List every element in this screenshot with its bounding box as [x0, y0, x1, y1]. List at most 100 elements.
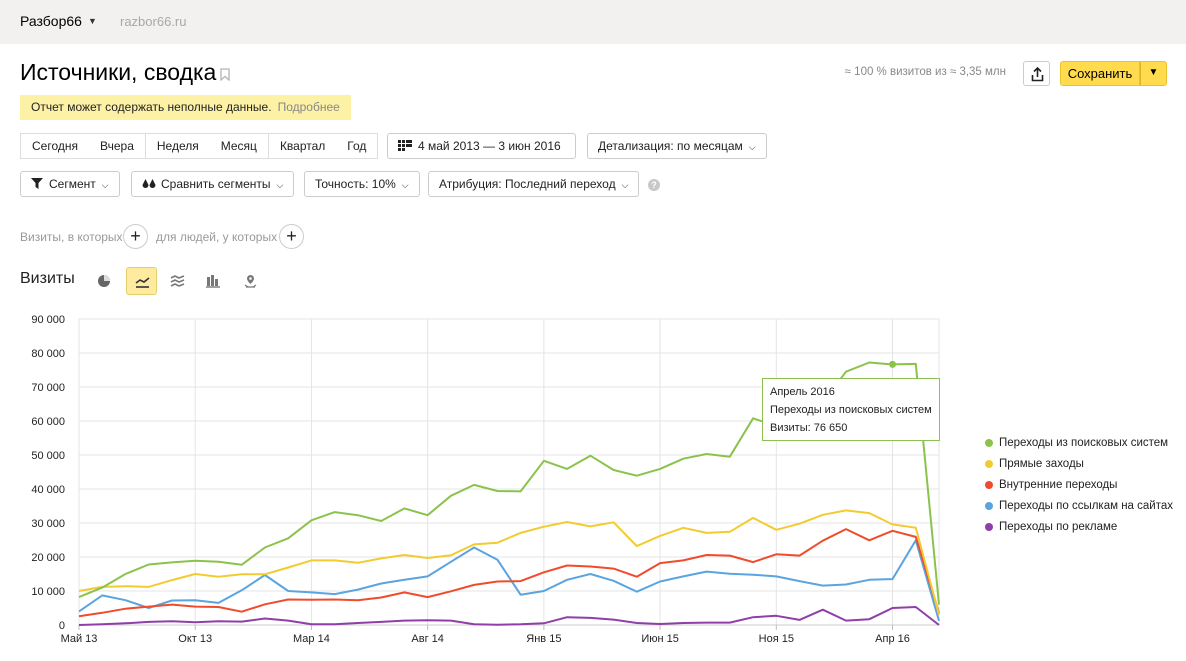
map-view-button[interactable]: [235, 267, 266, 295]
series-line: [78, 528, 940, 618]
chevron-down-icon: ⌵: [276, 180, 284, 190]
y-tick-label: 30 000: [31, 518, 65, 530]
highlight-point: [889, 360, 897, 368]
warning-text: Отчет может содержать неполные данные.: [31, 100, 272, 114]
legend-label: Прямые заходы: [999, 457, 1084, 470]
visits-line-chart[interactable]: 0 10 000 20 000 30 000 40 000 50 000 60 000 70 …: [0, 300, 1186, 661]
add-people-condition-button[interactable]: +: [279, 224, 304, 249]
chevron-down-icon: ▼: [1148, 67, 1159, 78]
legend-item[interactable]: Внутренние переходы: [985, 474, 1173, 495]
export-button[interactable]: [1023, 61, 1050, 86]
series-line: [78, 539, 940, 622]
legend-item[interactable]: Прямые заходы: [985, 453, 1173, 474]
chart-metric-title: Визиты: [20, 270, 75, 287]
detail-label: Детализация: по месяцам: [598, 139, 743, 153]
accuracy-dropdown[interactable]: Точность: 10% ⌵: [304, 171, 420, 197]
y-tick-label: 50 000: [31, 450, 65, 462]
date-range-picker[interactable]: 4 май 2013 — 3 июн 2016: [387, 133, 576, 159]
legend-marker: [985, 501, 993, 510]
filter-icon: [31, 178, 43, 189]
attribution-dropdown[interactable]: Атрибуция: Последний переход ⌵: [428, 171, 640, 197]
drops-icon: [142, 179, 156, 188]
area-view-button[interactable]: [162, 267, 193, 295]
legend-marker: [985, 522, 993, 531]
x-tick-label: Июн 15: [641, 633, 679, 645]
period-quarter[interactable]: Квартал: [268, 133, 337, 159]
x-tick-label: Окт 13: [178, 633, 212, 645]
legend-label: Переходы из поисковых систем: [999, 436, 1169, 449]
counter-name: Разбор66: [20, 13, 82, 29]
pie-chart-icon: [98, 275, 110, 287]
page-title: Источники, сводка: [20, 59, 217, 85]
tooltip-month: Апрель 2016: [770, 386, 835, 398]
y-tick-label: 0: [59, 620, 65, 632]
chevron-down-icon: ⌵: [101, 180, 109, 190]
bookmark-icon[interactable]: [220, 68, 230, 81]
series-line: [78, 606, 940, 626]
sampling-summary: ≈ 100 % визитов из ≈ 3,35 млн: [844, 66, 1006, 78]
y-tick-label: 40 000: [31, 484, 65, 496]
chevron-down-icon: ⌵: [748, 142, 756, 152]
warning-more-link[interactable]: Подробнее: [277, 100, 340, 114]
legend-item[interactable]: Переходы по рекламе: [985, 516, 1173, 537]
y-tick-label: 90 000: [31, 314, 65, 326]
save-dropdown-button[interactable]: ▼: [1140, 61, 1167, 86]
legend-item[interactable]: Переходы из поисковых систем: [985, 432, 1173, 453]
chevron-down-icon: ⌵: [621, 180, 629, 190]
legend-item[interactable]: Переходы по ссылкам на сайтах: [985, 495, 1173, 516]
x-tick-label: Мар 14: [293, 633, 330, 645]
legend-label: Переходы по рекламе: [999, 520, 1118, 533]
segment-label: Сегмент: [49, 177, 96, 191]
tooltip-value: Визиты: 76 650: [770, 422, 848, 434]
date-range-label: 4 май 2013 — 3 июн 2016: [418, 139, 561, 153]
line-chart-icon: [135, 277, 150, 288]
save-button[interactable]: Сохранить: [1060, 61, 1140, 86]
chevron-down-icon: ⌵: [401, 180, 409, 190]
period-year[interactable]: Год: [336, 133, 378, 159]
series-line: [78, 509, 940, 616]
chevron-down-icon: ▼: [87, 16, 97, 26]
legend-label: Переходы по ссылкам на сайтах: [999, 499, 1174, 512]
counter-selector[interactable]: Разбор66 ▼: [20, 13, 97, 29]
area-chart-icon: [170, 275, 185, 287]
legend-marker: [985, 480, 993, 489]
chart-legend: Переходы из поисковых систем Прямые заход…: [985, 432, 1173, 537]
attribution-label: Атрибуция: Последний переход: [439, 177, 616, 191]
period-selector: Сегодня Вчера Неделя Месяц Квартал Год: [20, 133, 379, 159]
accuracy-label: Точность: 10%: [315, 177, 396, 191]
visits-filter-label: Визиты, в которых: [20, 230, 123, 244]
share-icon: [1031, 66, 1044, 82]
line-view-button[interactable]: [126, 267, 157, 295]
site-domain: razbor66.ru: [120, 14, 187, 29]
bar-chart-icon: [206, 275, 220, 288]
incomplete-data-warning: Отчет может содержать неполные данные. По…: [20, 95, 351, 120]
calendar-icon: [398, 140, 412, 151]
legend-label: Внутренние переходы: [999, 478, 1118, 491]
compare-label: Сравнить сегменты: [161, 177, 271, 191]
segment-dropdown[interactable]: Сегмент ⌵: [20, 171, 120, 197]
period-today[interactable]: Сегодня: [21, 133, 89, 159]
legend-marker: [985, 438, 993, 447]
plus-icon: +: [286, 226, 297, 246]
y-tick-label: 20 000: [31, 552, 65, 564]
detail-dropdown[interactable]: Детализация: по месяцам ⌵: [587, 133, 767, 159]
y-tick-label: 70 000: [31, 382, 65, 394]
help-icon[interactable]: ?: [648, 179, 660, 191]
x-tick-label: Май 13: [61, 633, 98, 645]
add-visit-condition-button[interactable]: +: [123, 224, 148, 249]
period-yesterday[interactable]: Вчера: [89, 133, 145, 159]
bar-view-button[interactable]: [198, 267, 229, 295]
x-tick-label: Авг 14: [411, 633, 443, 645]
x-tick-label: Апр 16: [875, 633, 910, 645]
people-filter-label: для людей, у которых: [156, 230, 278, 244]
top-bar: Разбор66 ▼ razbor66.ru: [0, 0, 1186, 44]
plus-icon: +: [130, 226, 141, 246]
x-tick-label: Ноя 15: [759, 633, 794, 645]
compare-segments-dropdown[interactable]: Сравнить сегменты ⌵: [131, 171, 295, 197]
map-icon: [244, 275, 257, 288]
chart-tooltip: Апрель 2016 Переходы из поисковых систем…: [762, 378, 940, 441]
legend-marker: [985, 459, 993, 468]
pie-view-button[interactable]: [89, 267, 120, 295]
period-month[interactable]: Месяц: [209, 133, 268, 159]
period-week[interactable]: Неделя: [145, 133, 210, 159]
